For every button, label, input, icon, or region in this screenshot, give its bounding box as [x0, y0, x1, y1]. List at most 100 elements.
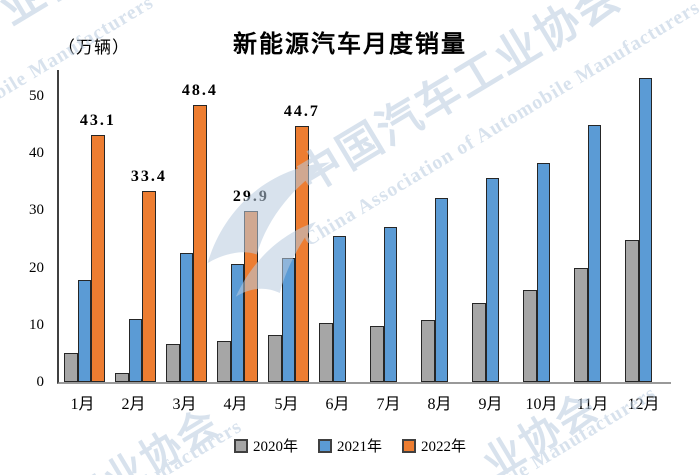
bar-slot	[397, 70, 410, 382]
bar-2021年-6月	[332, 236, 347, 382]
bar-2021年-4月	[230, 264, 245, 382]
y-tick-label: 20	[29, 259, 44, 276]
bar-slot	[499, 70, 512, 382]
bar-slot: 29.9	[233, 70, 267, 382]
legend-swatch-icon	[402, 438, 416, 453]
month-band: 44.7	[263, 70, 318, 382]
bar-2022年-5月	[295, 126, 309, 382]
bar-slot	[638, 70, 653, 382]
legend-swatch-icon	[233, 438, 248, 453]
data-label-2022年-1月: 43.1	[79, 112, 116, 129]
bar-2021年-10月	[536, 163, 551, 382]
bar-slot	[179, 70, 194, 382]
bar-slot	[434, 70, 449, 382]
bar-slot	[523, 70, 537, 382]
bar-2022年-4月	[244, 211, 258, 382]
bar-2020年-2月	[115, 373, 129, 382]
bar-group	[319, 70, 359, 382]
bar-slot	[485, 70, 500, 382]
bar-group: 48.4	[166, 70, 216, 382]
bar-slot	[421, 70, 435, 382]
bar-slot	[115, 70, 129, 382]
bar-2021年-2月	[128, 319, 143, 382]
x-tick-label: 3月	[172, 396, 197, 413]
x-tick-label: 1月	[70, 396, 95, 413]
x-tick-label: 2月	[121, 396, 146, 413]
legend-item-2021年: 2021年	[317, 435, 382, 456]
bar-group	[370, 70, 410, 382]
bar-2021年-1月	[77, 280, 92, 382]
bar-2020年-3月	[166, 344, 180, 382]
data-label-2022年-3月: 48.4	[181, 82, 218, 99]
bar-2021年-9月	[485, 178, 500, 382]
month-band: 48.4	[161, 70, 216, 382]
y-tick-label: 30	[29, 202, 44, 219]
month-band	[620, 70, 671, 382]
bar-group: 33.4	[115, 70, 165, 382]
y-axis-unit-label: （万辆）	[58, 38, 130, 57]
y-tick-label: 0	[36, 374, 45, 390]
bar-group: 44.7	[268, 70, 318, 382]
bar-2022年-1月	[91, 135, 105, 382]
x-tick-label: 6月	[325, 396, 350, 413]
bar-slot	[587, 70, 602, 382]
bar-slot	[332, 70, 347, 382]
bar-slot	[574, 70, 588, 382]
bar-slot	[128, 70, 143, 382]
bar-2021年-5月	[281, 258, 296, 382]
bar-slot	[77, 70, 92, 382]
x-tick-label: 8月	[427, 396, 452, 413]
bar-slot	[448, 70, 461, 382]
bar-group	[523, 70, 563, 382]
bar-slot: 43.1	[80, 70, 114, 382]
bar-group	[625, 70, 665, 382]
bar-2020年-5月	[268, 335, 282, 382]
bar-group	[472, 70, 512, 382]
bar-slot	[383, 70, 398, 382]
bar-slot	[625, 70, 639, 382]
month-band: 43.1	[59, 70, 114, 382]
bar-slot	[601, 70, 614, 382]
bar-group	[421, 70, 461, 382]
bar-2020年-12月	[625, 240, 639, 382]
bar-2021年-12月	[638, 78, 653, 382]
bar-2021年-11月	[587, 125, 602, 382]
data-label-2022年-5月: 44.7	[283, 103, 320, 120]
bar-2020年-7月	[370, 326, 384, 382]
legend-label: 2021年	[336, 439, 382, 455]
bar-2020年-4月	[217, 341, 231, 382]
month-band	[365, 70, 416, 382]
bar-slot	[217, 70, 231, 382]
month-band	[416, 70, 467, 382]
bar-slot	[64, 70, 78, 382]
bar-slot	[346, 70, 359, 382]
bar-slot	[166, 70, 180, 382]
chart-title: 新能源汽车月度销量	[233, 32, 467, 58]
y-tick-label: 50	[29, 88, 44, 104]
month-band	[467, 70, 518, 382]
x-tick-label: 10月	[525, 396, 558, 413]
bar-slot	[319, 70, 333, 382]
bar-slot	[230, 70, 245, 382]
bar-slot: 33.4	[131, 70, 165, 382]
x-tick-label: 9月	[478, 396, 503, 413]
data-label-2022年-2月: 33.4	[130, 168, 167, 185]
bar-2021年-7月	[383, 227, 398, 382]
bar-2021年-3月	[179, 253, 194, 382]
bar-slot	[550, 70, 563, 382]
x-tick-label: 4月	[223, 396, 248, 413]
x-tick-label: 11月	[576, 396, 609, 413]
bar-2020年-11月	[574, 268, 588, 382]
month-band: 33.4	[110, 70, 165, 382]
x-tick-label: 5月	[274, 396, 299, 413]
bar-group	[574, 70, 614, 382]
bar-2020年-9月	[472, 303, 486, 382]
legend-swatch-icon	[317, 438, 332, 453]
bar-slot	[652, 70, 665, 382]
bar-2020年-8月	[421, 320, 435, 382]
bar-2022年-2月	[142, 191, 156, 382]
bar-group: 29.9	[217, 70, 267, 382]
bar-2020年-10月	[523, 290, 537, 382]
y-tick-label: 10	[29, 316, 44, 333]
